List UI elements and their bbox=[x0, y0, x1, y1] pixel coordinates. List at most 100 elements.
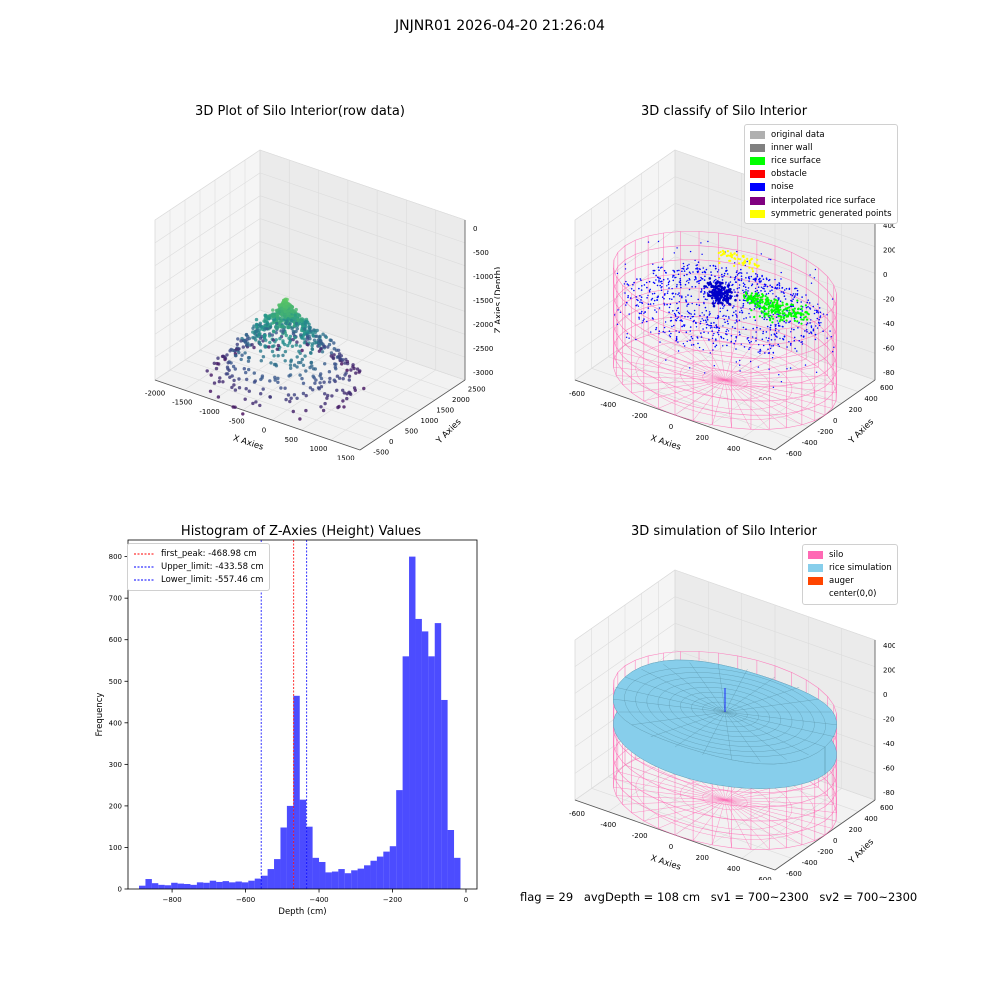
raw-data-point bbox=[309, 351, 313, 355]
noise-point bbox=[761, 275, 763, 278]
raw-data-point bbox=[289, 366, 293, 370]
noise-point bbox=[793, 339, 796, 342]
noise-point bbox=[761, 338, 764, 341]
rice-surface-point bbox=[800, 305, 803, 308]
noise-point bbox=[689, 250, 692, 253]
noise-point bbox=[746, 272, 748, 274]
rice-surface-point bbox=[794, 312, 797, 315]
noise-point bbox=[704, 298, 707, 300]
noise-point bbox=[777, 322, 780, 324]
raw-data-point bbox=[298, 344, 302, 348]
noise-point bbox=[673, 312, 676, 315]
y-tick-label: 0 bbox=[833, 417, 837, 425]
legend-item-rice-surface: rice surface bbox=[750, 154, 892, 167]
histogram-bar bbox=[267, 869, 275, 889]
raw-data-point bbox=[320, 350, 325, 354]
noise-point bbox=[714, 317, 717, 319]
noise-point bbox=[689, 330, 692, 332]
noise-point bbox=[683, 325, 685, 327]
noise-point bbox=[696, 267, 698, 269]
silo-floor-spoke bbox=[724, 795, 828, 801]
noise-point bbox=[674, 293, 677, 295]
noise-point bbox=[706, 319, 709, 321]
noise-point bbox=[736, 316, 738, 318]
rice-mesh-spoke bbox=[641, 668, 726, 713]
noise-point bbox=[790, 305, 793, 308]
noise-point bbox=[765, 293, 768, 295]
silo-floor-spoke bbox=[613, 358, 726, 381]
noise-point bbox=[721, 273, 723, 276]
raw-data-point bbox=[332, 378, 336, 382]
noise-point bbox=[718, 327, 721, 329]
y-tick-label: 400 bbox=[864, 815, 877, 823]
raw-data-point bbox=[303, 327, 307, 331]
rice-mesh-spoke bbox=[689, 662, 726, 713]
silo-floor-spoke bbox=[724, 799, 770, 850]
z-tick-label: -600 bbox=[883, 764, 895, 772]
legend-swatch bbox=[808, 576, 823, 585]
noise-point bbox=[755, 278, 757, 281]
noise-point bbox=[643, 284, 646, 286]
noise-point bbox=[712, 281, 715, 283]
silo-floor-spoke bbox=[624, 344, 726, 381]
noise-cluster-point bbox=[721, 302, 724, 305]
noise-point bbox=[691, 302, 693, 305]
flag-value: flag = 29 bbox=[520, 890, 574, 904]
rice-surface-point bbox=[781, 310, 784, 313]
noise-point bbox=[657, 276, 659, 279]
noise-point bbox=[712, 349, 714, 351]
silo-floor-spoke bbox=[724, 351, 792, 381]
noise-point bbox=[792, 298, 794, 300]
noise-point bbox=[698, 268, 700, 270]
noise-point bbox=[733, 278, 736, 281]
rice-surface-point bbox=[774, 312, 777, 315]
legend-item-lower-limit: Lower_limit: -557.46 cm bbox=[133, 573, 264, 586]
noise-point bbox=[649, 303, 652, 305]
rice-surface-point bbox=[745, 293, 748, 296]
noise-point bbox=[792, 293, 795, 295]
raw-data-point bbox=[301, 363, 306, 367]
noise-point bbox=[735, 275, 737, 278]
noise-point bbox=[709, 352, 711, 354]
y-axis-label: Y Axies bbox=[434, 417, 464, 447]
raw-data-point bbox=[323, 401, 327, 406]
noise-point bbox=[659, 277, 661, 280]
legend-item-auger: auger bbox=[808, 574, 892, 587]
rice-surface-point bbox=[767, 307, 770, 310]
noise-point bbox=[800, 301, 802, 303]
noise-point bbox=[774, 339, 776, 341]
noise-point bbox=[663, 269, 666, 272]
noise-point bbox=[728, 316, 730, 318]
noise-point bbox=[628, 337, 630, 339]
noise-point bbox=[762, 287, 764, 290]
rice-surface-point bbox=[753, 315, 756, 319]
silo-floor-spoke bbox=[724, 799, 787, 849]
silo-floor-spoke bbox=[724, 379, 834, 385]
noise-point bbox=[807, 306, 809, 308]
histogram-bar bbox=[286, 805, 294, 889]
raw-data-point bbox=[335, 374, 340, 378]
x-tick-label: 1500 bbox=[337, 455, 355, 461]
raw-data-point bbox=[337, 404, 341, 409]
noise-point bbox=[804, 364, 807, 366]
noise-point bbox=[757, 366, 760, 368]
silo-floor-spoke bbox=[643, 799, 726, 822]
noise-point bbox=[722, 337, 725, 340]
rice-surface-point bbox=[800, 307, 803, 311]
noise-point bbox=[697, 280, 699, 282]
symmetric-point bbox=[718, 261, 721, 265]
noise-point bbox=[704, 319, 707, 322]
rice-mesh-spoke bbox=[724, 676, 776, 713]
noise-point bbox=[671, 298, 673, 301]
raw-data-point bbox=[258, 323, 262, 327]
noise-point bbox=[807, 299, 809, 301]
raw-data-point bbox=[344, 371, 348, 375]
noise-point bbox=[677, 316, 679, 318]
noise-point bbox=[646, 320, 648, 323]
noise-point bbox=[664, 293, 666, 295]
raw-data-point bbox=[345, 368, 349, 372]
noise-point bbox=[645, 281, 648, 284]
rice-mesh-spoke bbox=[650, 711, 726, 737]
raw-data-point bbox=[258, 349, 263, 353]
legend-item-symmetric: symmetric generated points bbox=[750, 207, 892, 220]
